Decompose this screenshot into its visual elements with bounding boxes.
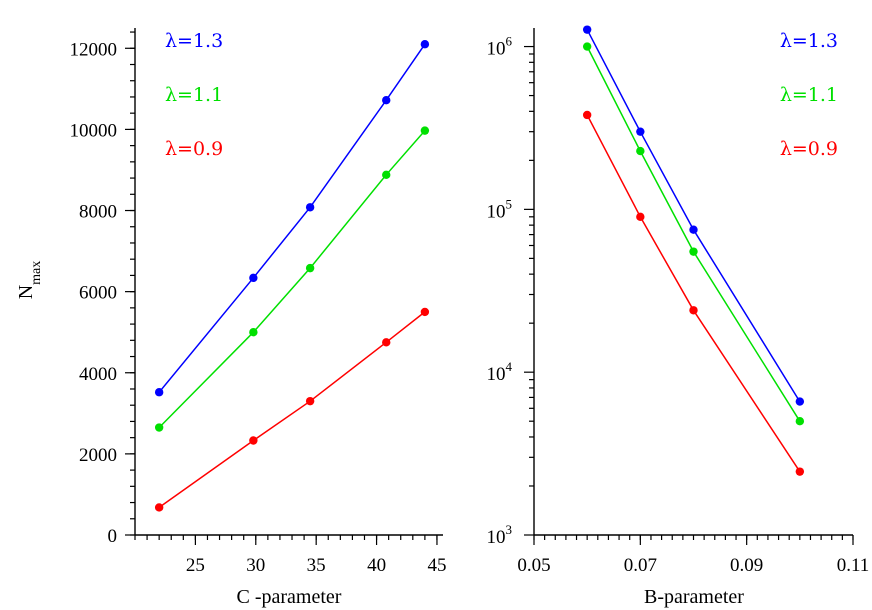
right-x-tick-label: 0.07	[624, 555, 657, 576]
right-x-tick-label: 0.11	[837, 555, 870, 576]
right-data-point	[582, 25, 592, 34]
left-legend-entry: λ=1.3	[165, 30, 223, 52]
tick-exponent: 4	[506, 359, 513, 374]
right-legend-entry: λ=0.9	[780, 138, 838, 160]
tick-base: 10	[487, 527, 506, 548]
y-axis-label-subscript: max	[29, 261, 44, 285]
left-x-axis-label: C -parameter	[237, 586, 342, 608]
left-data-point	[382, 338, 391, 347]
left-data-point	[305, 396, 315, 406]
left-chart-panel: 25 30 35 40 45 0 2000 4000 6000 8000 10000 12000 C …	[15, 28, 446, 608]
right-data-point	[636, 146, 645, 156]
right-data-point	[689, 225, 698, 234]
left-data-point	[420, 307, 430, 317]
tick-base: 10	[487, 364, 506, 385]
left-legend-entry: λ=0.9	[165, 138, 223, 160]
left-x-tick-label: 25	[186, 555, 205, 576]
right-data-point	[689, 306, 698, 315]
right-series-3	[582, 110, 805, 476]
left-axis-ticks: 25 30 35 40 45 0 2000 4000 6000 8000 10000 12000	[70, 31, 446, 576]
right-data-point	[795, 467, 805, 476]
right-series-line	[586, 29, 801, 402]
right-y-tick-label: 103	[487, 522, 513, 548]
right-series-line	[586, 46, 801, 422]
left-x-tick-label: 40	[367, 555, 386, 576]
left-y-tick-label: 10000	[70, 120, 118, 141]
right-data-point	[636, 127, 645, 136]
left-series-2	[154, 126, 430, 432]
left-data-point	[420, 126, 430, 135]
left-y-tick-label: 2000	[79, 445, 117, 466]
right-y-tick-label: 106	[487, 34, 513, 60]
left-data-point	[382, 95, 391, 105]
left-series-3	[154, 307, 430, 512]
left-data-point	[305, 203, 315, 212]
y-axis-label-main: N	[15, 285, 37, 299]
right-x-tick-label: 0.09	[730, 555, 763, 576]
left-data-point	[154, 423, 164, 432]
tick-base: 10	[487, 39, 506, 60]
left-data-point	[305, 263, 315, 273]
left-x-tick-label: 30	[246, 555, 265, 576]
left-y-tick-label: 4000	[79, 364, 117, 385]
right-legend-entry: λ=1.1	[780, 84, 838, 106]
left-data-point	[249, 436, 258, 445]
right-series-2	[582, 42, 805, 426]
right-y-tick-label: 105	[487, 196, 513, 222]
right-data-point	[582, 42, 592, 51]
left-y-tick-label: 8000	[79, 202, 117, 223]
left-data-point	[249, 328, 258, 337]
left-series-1	[154, 40, 430, 397]
right-x-tick-label: 0.05	[517, 555, 550, 576]
left-data-point	[154, 388, 164, 397]
tick-exponent: 5	[506, 196, 513, 211]
left-y-tick-label: 6000	[79, 283, 117, 304]
tick-exponent: 3	[506, 522, 513, 537]
left-x-tick-label: 45	[427, 555, 446, 576]
right-series-group	[582, 25, 805, 476]
tick-exponent: 6	[506, 34, 513, 49]
right-data-point	[795, 416, 805, 426]
right-data-point	[795, 397, 805, 406]
right-data-point	[636, 212, 645, 222]
left-y-tick-label: 12000	[70, 39, 118, 60]
left-x-tick-label: 35	[307, 555, 326, 576]
right-x-axis-label: B-parameter	[644, 586, 744, 608]
left-legend-entry: λ=1.1	[165, 84, 223, 106]
right-y-tick-label: 104	[487, 359, 513, 385]
right-legend-entry: λ=1.3	[780, 30, 838, 52]
left-data-point	[420, 40, 430, 49]
left-data-point	[249, 273, 258, 283]
tick-base: 10	[487, 201, 506, 222]
left-y-axis-label: Nmax	[15, 261, 44, 300]
right-data-point	[582, 110, 592, 120]
right-series-line	[586, 114, 801, 473]
right-series-1	[582, 25, 805, 406]
left-series-group	[154, 40, 430, 512]
left-data-point	[154, 503, 164, 512]
right-legend: λ=1.3 λ=1.1 λ=0.9	[780, 30, 838, 160]
right-data-point	[689, 247, 698, 256]
left-legend: λ=1.3 λ=1.1 λ=0.9	[165, 30, 223, 160]
left-y-tick-label: 0	[108, 526, 118, 547]
left-data-point	[382, 170, 391, 180]
